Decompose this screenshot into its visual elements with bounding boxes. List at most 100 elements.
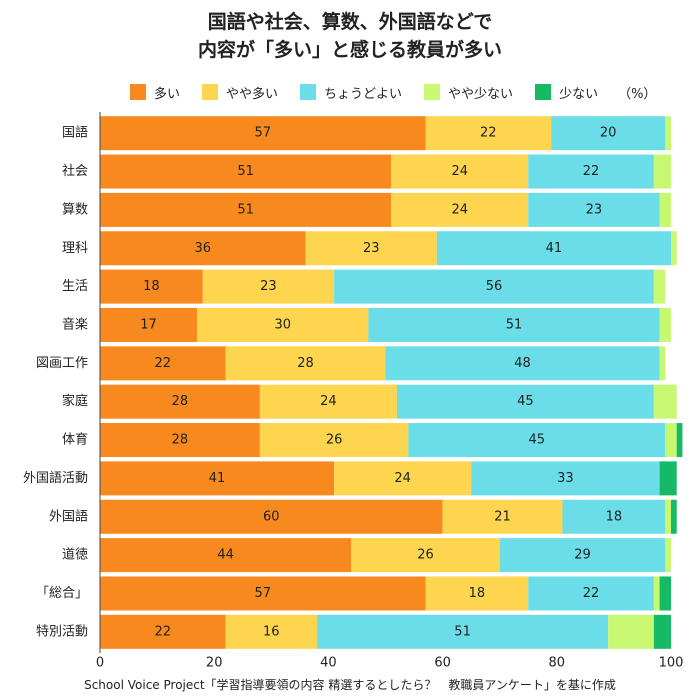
bar-segment-4 xyxy=(665,538,671,573)
data-label: 20 xyxy=(600,126,617,141)
legend-swatch-5 xyxy=(535,84,552,100)
data-label: 22 xyxy=(155,624,172,639)
bar-segment-2 xyxy=(391,154,529,189)
category-label: 国語 xyxy=(62,125,88,141)
bar-segment-1 xyxy=(100,154,392,189)
data-label: 51 xyxy=(506,317,523,332)
bar-segment-2 xyxy=(225,346,386,381)
data-label: 18 xyxy=(143,279,160,294)
bar-segment-4 xyxy=(653,269,666,304)
data-label: 45 xyxy=(529,433,546,448)
legend-item-5: 少ない xyxy=(535,83,598,102)
data-label: 18 xyxy=(469,586,486,601)
legend-item-2: やや多い xyxy=(202,83,278,102)
bar-segment-3 xyxy=(368,307,660,342)
bar-segment-1 xyxy=(100,614,226,649)
data-label: 60 xyxy=(263,509,280,524)
data-label: 56 xyxy=(486,279,503,294)
bar-segment-2 xyxy=(425,576,529,611)
bar-segment-1 xyxy=(100,269,203,304)
bar-segment-2 xyxy=(305,231,437,266)
bar-segment-5 xyxy=(653,614,671,649)
bar-segment-1 xyxy=(100,346,226,381)
data-label: 26 xyxy=(326,433,343,448)
x-tick-label: 60 xyxy=(434,656,451,671)
bar-segment-4 xyxy=(653,576,660,611)
bar-segment-3 xyxy=(436,231,671,266)
data-label: 24 xyxy=(451,202,468,217)
data-label: 29 xyxy=(574,548,591,563)
bar-segment-3 xyxy=(408,423,666,458)
data-label: 41 xyxy=(209,471,226,486)
category-label: 家庭 xyxy=(62,393,88,409)
bar-segment-5 xyxy=(671,499,677,534)
data-label: 51 xyxy=(237,202,254,217)
bar-segment-2 xyxy=(225,614,317,649)
data-label: 22 xyxy=(480,126,497,141)
bar-segment-3 xyxy=(562,499,666,534)
source-note: School Voice Project「学習指導要領の内容 精選するとしたら？… xyxy=(84,678,616,692)
data-label: 51 xyxy=(237,164,254,179)
bar-segment-3 xyxy=(499,538,666,573)
bar-segment-4 xyxy=(653,154,671,189)
data-label: 51 xyxy=(454,624,471,639)
legend-item-4: やや少ない xyxy=(424,83,513,102)
data-label: 45 xyxy=(517,394,534,409)
bar-segment-4 xyxy=(653,384,677,419)
legend-label-3: ちょうどよい xyxy=(324,86,403,102)
data-label: 33 xyxy=(557,471,574,486)
bar-segment-3 xyxy=(528,576,654,611)
chart-title-line-1: 国語や社会、算数、外国語などで xyxy=(207,11,493,33)
x-tick-label: 100 xyxy=(659,656,684,671)
legend-item-3: ちょうどよい xyxy=(300,83,402,102)
bar-segment-2 xyxy=(391,192,529,227)
legend-unit: （%） xyxy=(618,86,657,102)
category-label: 算数 xyxy=(62,202,88,217)
bar-segment-4 xyxy=(608,614,654,649)
category-label: 外国語 xyxy=(49,508,88,524)
bar-segment-1 xyxy=(100,423,260,458)
bar-segment-5 xyxy=(659,576,671,611)
bar-segment-4 xyxy=(659,307,671,342)
data-label: 28 xyxy=(172,394,189,409)
data-label: 28 xyxy=(172,433,189,448)
bar-segment-4 xyxy=(659,346,666,381)
chart-title: 国語や社会、算数、外国語などで 内容が「多い」と感じる教員が多い xyxy=(0,8,700,64)
data-label: 22 xyxy=(155,356,172,371)
data-label: 24 xyxy=(320,394,337,409)
data-label: 26 xyxy=(417,548,434,563)
bar-segment-4 xyxy=(665,116,671,151)
bar-segment-4 xyxy=(665,423,677,458)
data-label: 28 xyxy=(297,356,314,371)
legend-swatch-1 xyxy=(130,84,146,100)
legend-swatch-3 xyxy=(300,84,317,100)
legend-item-1: 多い xyxy=(130,83,180,102)
legend: 多い やや多い ちょうどよい やや少ない 少ない （%） xyxy=(130,82,656,102)
bar-segment-1 xyxy=(100,384,260,419)
category-label: 特別活動 xyxy=(36,624,88,639)
data-label: 36 xyxy=(195,241,212,256)
bar-segment-1 xyxy=(100,499,443,534)
legend-swatch-2 xyxy=(202,84,219,100)
data-label: 41 xyxy=(546,241,563,256)
bar-segment-1 xyxy=(100,231,306,266)
bar-segment-5 xyxy=(676,423,683,458)
data-label: 21 xyxy=(494,509,511,524)
bar-segment-1 xyxy=(100,307,198,342)
x-tick-label: 80 xyxy=(549,656,566,671)
bar-segment-3 xyxy=(385,346,660,381)
bar-segment-3 xyxy=(334,269,654,304)
bar-segment-4 xyxy=(665,499,671,534)
category-label: 体育 xyxy=(62,432,88,448)
x-tick-label: 40 xyxy=(320,656,337,671)
bar-segment-3 xyxy=(551,116,666,151)
category-label: 図画工作 xyxy=(36,356,88,371)
bar-segment-2 xyxy=(259,423,409,458)
bar-segment-1 xyxy=(100,116,426,151)
legend-label-1: 多い xyxy=(154,86,181,102)
data-label: 23 xyxy=(363,241,380,256)
category-label: 「総合」 xyxy=(36,586,88,601)
data-label: 16 xyxy=(263,624,280,639)
category-label: 生活 xyxy=(62,279,88,294)
x-tick-label: 0 xyxy=(96,656,104,671)
